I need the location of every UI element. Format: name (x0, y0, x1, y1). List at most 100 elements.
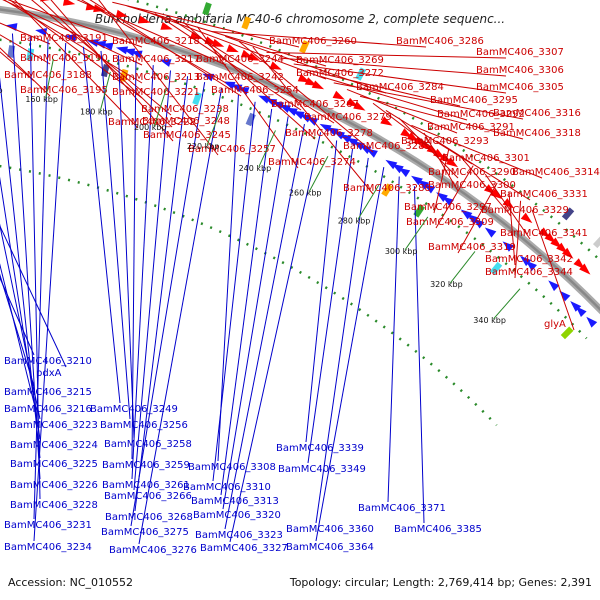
leader-line (333, 82, 524, 120)
reverse-gene-arrow (442, 196, 455, 207)
feature-block (489, 261, 503, 275)
leader-line (413, 186, 425, 524)
forward-gene-label: BamMC406_3213 (112, 72, 200, 83)
reverse-gene-label: BamMC406_3276 (109, 545, 197, 556)
reverse-gene-label: BamMC406_3364 (286, 542, 374, 553)
forward-gene-arrow (490, 188, 503, 200)
reverse-gene-arrow (101, 42, 114, 51)
forward-gene-arrow (93, 4, 106, 13)
feature-block (202, 2, 212, 16)
forward-gene-label: BamMC406_3274 (268, 157, 356, 168)
leader-line (211, 30, 427, 48)
forward-gene-arrow (353, 101, 366, 111)
leader-line (531, 209, 575, 331)
forward-gene-label: glyA (544, 319, 566, 330)
feature-block (299, 40, 310, 54)
reverse-gene-label: BamMC406_3371 (358, 503, 446, 514)
leader-line (423, 132, 459, 192)
leader-line (387, 176, 400, 503)
tick-label: 220 kbp (187, 142, 220, 151)
leader-line (508, 191, 516, 266)
forward-gene-label: BamMC406_3290 (428, 167, 516, 178)
forward-gene-label: BamMC406_3221 (112, 87, 200, 98)
reverse-gene-arrow (339, 134, 352, 144)
feature-block (561, 207, 575, 221)
reverse-gene-arrow (502, 241, 514, 252)
dotted-ring (127, 0, 600, 263)
reverse-gene-label: BamMC406_3266 (104, 491, 192, 502)
forward-gene-arrow (115, 9, 129, 18)
leader-line (398, 117, 459, 179)
reverse-gene-label: BamMC406_3225 (10, 459, 98, 470)
tick-mark (357, 184, 380, 220)
forward-gene-label: BamMC406_3341 (500, 228, 588, 239)
leader-line (76, 0, 227, 66)
leader-line (346, 89, 458, 134)
leader-line (238, 41, 374, 153)
forward-gene-arrow (160, 22, 173, 30)
reverse-gene-label: BamMC406_3231 (4, 520, 92, 531)
reverse-gene-label: BamMC406_3223 (10, 420, 98, 431)
feature-block (355, 67, 367, 81)
tick-label: 200 kbp (134, 123, 167, 132)
reverse-gene-label: BamMC406_3249 (90, 404, 178, 415)
forward-gene-arrow (446, 157, 459, 168)
forward-gene-label: BamMC406_3314 (512, 167, 600, 178)
forward-gene-label: BamMC406_3284 (356, 82, 444, 93)
forward-gene-arrow (248, 52, 261, 61)
forward-gene-label: BamMC406_3318 (493, 128, 581, 139)
forward-gene-arrow (226, 44, 239, 53)
feature-block (241, 16, 252, 30)
reverse-gene-label: BamMC406_3327 (200, 543, 288, 554)
reverse-gene-arrow (86, 39, 99, 47)
feature-block (245, 112, 256, 127)
leader-line (514, 200, 522, 279)
reverse-gene-arrow (423, 183, 436, 194)
tick-mark (153, 87, 168, 127)
forward-gene-arrow (211, 38, 225, 47)
leader-line (484, 173, 531, 240)
forward-gene-label: BamMC406_3307 (476, 47, 564, 58)
reverse-gene-arrow (64, 34, 77, 42)
forward-gene-label: BamMC406_3244 (196, 54, 284, 65)
forward-gene-arrow (62, 0, 76, 6)
leader-line (3, 0, 143, 84)
forward-gene-label: BamMC406_3238 (141, 104, 229, 115)
reverse-gene-label: BamMC406_3323 (195, 530, 283, 541)
leader-line (0, 47, 51, 97)
leader-line (112, 1, 300, 48)
leader-line (14, 0, 139, 129)
leader-line (224, 124, 305, 530)
forward-gene-arrow (332, 90, 345, 100)
forward-gene-label: BamMC406_3285 (343, 141, 431, 152)
reverse-gene-label: BamMC406_3313 (191, 496, 279, 507)
forward-gene-label: BamMC406_3316 (493, 108, 581, 119)
forward-gene-label: BamMC406_3257 (188, 144, 276, 155)
forward-gene-label: BamMC406_3286 (396, 36, 484, 47)
leader-line (134, 76, 189, 512)
leader-line (40, 0, 173, 128)
leader-line (11, 33, 41, 480)
tick-label: 300 kbp (385, 247, 418, 256)
tick-mark (308, 156, 329, 192)
reverse-gene-label: BamMC406_3385 (394, 524, 482, 535)
leader-line (183, 21, 316, 140)
forward-gene-label: BamMC406_3306 (476, 65, 564, 76)
reverse-gene-arrow (278, 104, 291, 113)
reverse-gene-label: BamMC406_3234 (4, 542, 92, 553)
leader-line (229, 132, 322, 543)
forward-gene-label: BamMC406_3260 (269, 36, 357, 47)
reverse-gene-label: BamMC406_3224 (10, 440, 98, 451)
leader-line (33, 39, 49, 520)
forward-gene-label: BamMC406_3292 (437, 109, 525, 120)
accession-text: Accession: NC_010552 (8, 576, 133, 589)
tick-label: 260 kbp (289, 189, 322, 198)
feature-block (413, 204, 426, 218)
forward-gene-label: BamMC406_3344 (485, 267, 573, 278)
reverse-gene-label: BamMC406_3259 (102, 460, 190, 471)
reverse-gene-arrow (559, 290, 571, 302)
forward-gene-arrow (502, 198, 515, 209)
topology-summary-text: Topology: circular; Length: 2,769,414 bp… (289, 576, 592, 589)
leader-line (89, 0, 242, 97)
